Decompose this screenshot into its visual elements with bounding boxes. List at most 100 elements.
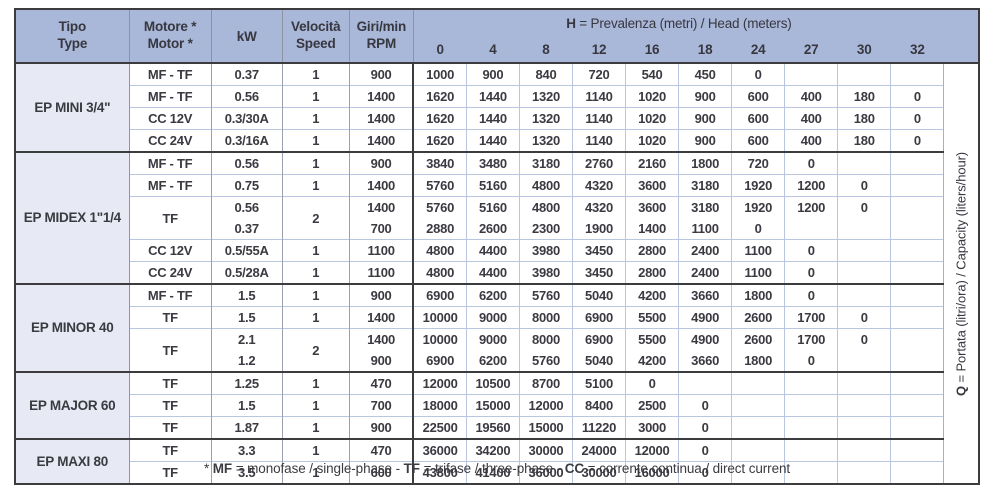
head-value-cell: 2880: [413, 218, 467, 240]
capacity-label-prefix: Q: [953, 385, 969, 396]
head-value-cell: 840: [519, 62, 573, 86]
col-header-tipo-line-1: Tipo: [58, 19, 87, 35]
speed-cell: 1: [282, 174, 350, 197]
head-value-cell: 4800: [519, 174, 573, 197]
kw-cell: 2.1: [211, 328, 283, 350]
speed-cell: 2: [282, 196, 350, 240]
col-header-kw: kW: [211, 9, 283, 64]
rpm-cell: 1400: [349, 107, 415, 130]
rpm-cell: 1400: [349, 129, 415, 152]
head-value-cell: 1620: [413, 129, 467, 152]
head-value-cell: 5760: [519, 350, 573, 372]
capacity-axis-strip: Q = Portata (litri/ora) / Capacity (lite…: [943, 62, 979, 484]
col-header-giri-line-1: Giri/min: [356, 19, 407, 35]
kw-cell: 1.87: [211, 416, 283, 439]
head-value-cell: 2400: [678, 261, 733, 284]
head-value-cell: 1400: [625, 218, 680, 240]
col-header-giri-line-2: RPM: [366, 36, 397, 51]
head-value-cell: 1100: [678, 218, 733, 240]
head-value-cell: 0: [890, 129, 945, 152]
head-value-cell: 600: [731, 129, 786, 152]
head-value-header: 12: [572, 37, 626, 64]
head-value-cell: 8000: [519, 306, 573, 329]
head-value-cell: 5100: [572, 371, 627, 395]
head-value-cell: [784, 218, 839, 240]
table-row: TF 1.5 1 700 18000 15000 12000 8400 2500 0: [15, 394, 979, 417]
speed-cell: 1: [282, 239, 350, 262]
footnote-segment: MF: [212, 461, 233, 476]
head-value-header: 4: [466, 37, 520, 64]
head-value-cell: 2800: [625, 261, 680, 284]
q-column-header-blank: [943, 9, 979, 64]
speed-cell: 1: [282, 107, 350, 130]
head-value-cell: 900: [678, 107, 733, 130]
head-value-cell: 6900: [413, 350, 467, 372]
head-value-cell: 16000: [625, 461, 680, 484]
head-value-cell: 0: [678, 416, 733, 439]
head-value-cell: [837, 283, 892, 307]
head-value-cell: 5760: [413, 196, 467, 218]
speed-cell: 1: [282, 129, 350, 152]
head-value-cell: 450: [678, 62, 733, 86]
head-value-cell: [890, 328, 945, 350]
head-value-cell: [784, 394, 839, 417]
head-value-header: 30: [837, 37, 891, 64]
head-value-cell: [890, 371, 945, 395]
group-label: EP MIDEX 1"1/4: [15, 151, 130, 284]
rpm-cell: 1400: [349, 306, 415, 329]
head-value-cell: 8700: [519, 371, 573, 395]
head-value-cell: [784, 438, 839, 462]
head-value-cell: 1440: [466, 107, 520, 130]
head-value-cell: [837, 438, 892, 462]
motor-cell: TF: [129, 328, 212, 372]
kw-cell: 3.3: [211, 438, 283, 462]
footnote-segment: *: [203, 461, 213, 476]
motor-cell: TF: [129, 394, 212, 417]
group-label: EP MAJOR 60: [15, 371, 130, 439]
head-value-cell: 180: [837, 129, 892, 152]
head-value-cell: 30000: [572, 461, 627, 484]
head-value-cell: [784, 461, 839, 484]
head-value-header: 16: [625, 37, 679, 64]
head-value-cell: 10000: [413, 328, 467, 350]
rpm-cell: 1400: [349, 196, 415, 218]
head-value-cell: 1800: [731, 283, 786, 307]
motor-cell: TF: [129, 416, 212, 439]
head-value-cell: [731, 371, 786, 395]
motor-cell: TF: [129, 196, 212, 240]
head-value-cell: 1320: [519, 85, 573, 108]
head-value-cell: 30000: [519, 438, 573, 462]
head-value-cell: 2600: [466, 218, 520, 240]
head-value-cell: 12000: [519, 394, 573, 417]
head-value-cell: 900: [678, 129, 733, 152]
head-value-cell: 8000: [519, 328, 573, 350]
kw-cell: 0.3/16A: [211, 129, 283, 152]
table-row: EP MINI 3/4" MF - TF 0.37 1 900 1000 900 840 720…: [15, 62, 979, 484]
motor-cell: TF: [129, 371, 212, 395]
head-value-cell: 5040: [572, 350, 627, 372]
head-value-cell: 1900: [572, 218, 627, 240]
speed-cell: 1: [282, 261, 350, 284]
head-value-cell: 0: [890, 85, 945, 108]
head-value-cell: 3000: [625, 416, 680, 439]
motor-cell: TF: [129, 461, 212, 484]
head-value-cell: 36000: [413, 438, 467, 462]
head-value-cell: 9000: [466, 328, 520, 350]
head-value-cell: 6900: [572, 328, 627, 350]
head-value-cell: 4200: [625, 350, 680, 372]
head-value-cell: 3840: [413, 151, 467, 175]
head-value-header: 32: [890, 37, 944, 64]
head-value-cell: [890, 174, 945, 197]
speed-cell: 1: [282, 151, 350, 175]
head-value-cell: 2160: [625, 151, 680, 175]
head-value-cell: 1100: [731, 239, 786, 262]
rpm-cell: 600: [349, 461, 415, 484]
head-value-cell: 5760: [519, 283, 573, 307]
table-row: CC 12V 0.3/30A 1 1400 1620 1440 1320 1140 1020 90…: [15, 107, 979, 130]
head-value-cell: 1700: [784, 306, 839, 329]
head-value-cell: [731, 394, 786, 417]
head-value-cell: 2600: [731, 306, 786, 329]
col-header-tipo: Tipo Type: [15, 9, 130, 64]
head-value-cell: [784, 416, 839, 439]
col-header-velocita-line-2: Speed: [296, 36, 336, 51]
